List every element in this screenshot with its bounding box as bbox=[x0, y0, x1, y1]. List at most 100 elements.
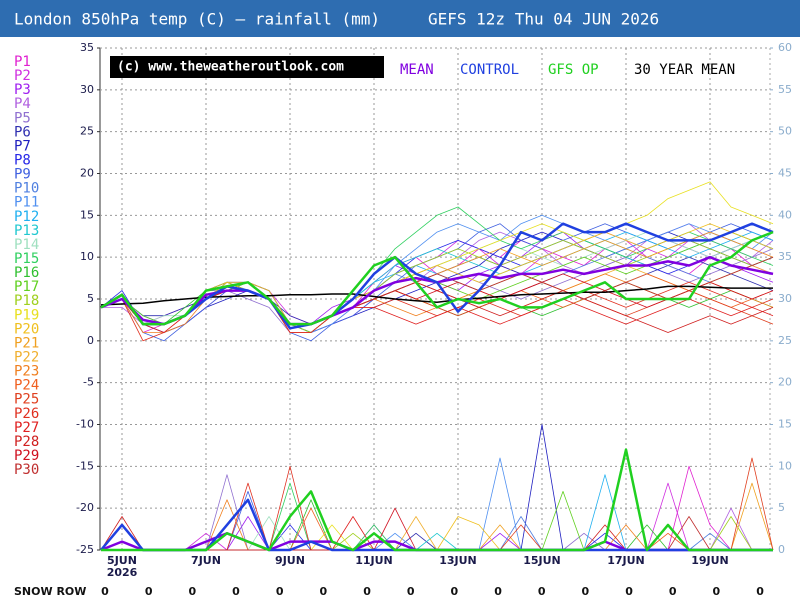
snow-row-value: 0 bbox=[625, 585, 633, 598]
y2-tick-label: 35 bbox=[778, 250, 792, 263]
y-tick-label: 30 bbox=[80, 83, 94, 96]
legend-entry: P14 bbox=[14, 237, 39, 253]
legend-entry: P9 bbox=[14, 167, 31, 183]
temperature-line bbox=[100, 285, 773, 306]
legend-entry: P5 bbox=[14, 110, 31, 126]
y2-tick-label: 5 bbox=[778, 501, 785, 514]
legend-entry: P12 bbox=[14, 209, 39, 225]
y2-tick-label: 50 bbox=[778, 125, 792, 138]
plot-area: -25 -20 -15 -10 -5 0 5 10 15 20 25 30 35 0 5 10 15 20 25 30… bbox=[76, 41, 792, 579]
legend-entry: P4 bbox=[14, 96, 31, 112]
y-tick-label: 10 bbox=[80, 250, 94, 263]
snow-row-value: 0 bbox=[669, 585, 677, 598]
legend-entry: P20 bbox=[14, 321, 39, 337]
y-tick-label: -25 bbox=[76, 543, 94, 556]
chart-subtitle: GEFS 12z Thu 04 JUN 2026 bbox=[428, 10, 659, 29]
legend-entry: P21 bbox=[14, 335, 39, 351]
legend-entry: P6 bbox=[14, 124, 31, 140]
rainfall-line bbox=[101, 448, 773, 552]
legend-entry: CONTROL bbox=[460, 62, 519, 78]
legend-entry: P2 bbox=[14, 68, 31, 84]
legend-entry: GFS OP bbox=[548, 62, 599, 78]
legend-entry: P7 bbox=[14, 138, 31, 154]
legend-entry: P19 bbox=[14, 307, 39, 323]
rainfall-line bbox=[101, 532, 773, 551]
x-tick-label: 5JUN bbox=[107, 554, 137, 567]
legend-entry: P28 bbox=[14, 434, 39, 450]
x-tick-label: 7JUN bbox=[191, 554, 221, 567]
credit-box bbox=[110, 56, 384, 78]
legend-entry: P3 bbox=[14, 82, 31, 98]
legend-entry: P29 bbox=[14, 448, 39, 464]
y-tick-label: 15 bbox=[80, 208, 94, 221]
y2-tick-label: 15 bbox=[778, 418, 792, 431]
y2-tick-label: 55 bbox=[778, 83, 792, 96]
legend-entry: MEAN bbox=[400, 62, 434, 78]
snow-row-value: 0 bbox=[276, 585, 284, 598]
legend-entry: P30 bbox=[14, 462, 39, 478]
y2-tick-label: 25 bbox=[778, 334, 792, 347]
legend-entry: P11 bbox=[14, 195, 39, 211]
legend-entry: P23 bbox=[14, 364, 39, 380]
snow-row-value: 0 bbox=[756, 585, 764, 598]
x-tick-label: 15JUN bbox=[523, 554, 561, 567]
x-tick-label: 13JUN bbox=[439, 554, 477, 567]
x-tick-label: 17JUN bbox=[607, 554, 645, 567]
snow-row-value: 0 bbox=[189, 585, 197, 598]
y-tick-label: 20 bbox=[80, 167, 94, 180]
legend-entry: P16 bbox=[14, 265, 39, 281]
rainfall-line bbox=[101, 532, 773, 551]
snow-row-value: 0 bbox=[494, 585, 502, 598]
rainfall-line bbox=[101, 482, 773, 551]
snow-row-value: 0 bbox=[145, 585, 153, 598]
y2-tick-label: 60 bbox=[778, 41, 792, 54]
title-bar bbox=[0, 0, 800, 37]
snow-row-label: SNOW ROW bbox=[14, 585, 86, 598]
snow-row-value: 0 bbox=[101, 585, 109, 598]
y-tick-label: 25 bbox=[80, 125, 94, 138]
snow-row-value: 0 bbox=[582, 585, 590, 598]
temperature-line bbox=[100, 230, 774, 326]
y-tick-label: -15 bbox=[76, 459, 94, 472]
rainfall-line bbox=[101, 482, 773, 551]
legend-entry: P13 bbox=[14, 223, 39, 239]
x-sublabel: 2026 bbox=[107, 566, 138, 579]
snow-row-value: 0 bbox=[363, 585, 371, 598]
temperature-line bbox=[100, 281, 774, 342]
x-tick-label: 11JUN bbox=[355, 554, 393, 567]
y-tick-label: -10 bbox=[76, 418, 94, 431]
temperature-line bbox=[100, 206, 774, 333]
rainfall-line bbox=[101, 482, 774, 551]
legend-entry: 30 YEAR MEAN bbox=[634, 62, 735, 78]
legend-entry: P1 bbox=[14, 54, 31, 70]
y2-tick-label: 10 bbox=[778, 459, 792, 472]
legend-entry: P10 bbox=[14, 181, 39, 197]
rainfall-line bbox=[101, 491, 773, 551]
credit: (c) www.theweatheroutlook.com bbox=[117, 60, 344, 75]
legend-entry: P8 bbox=[14, 152, 31, 168]
legend-entry: P15 bbox=[14, 251, 39, 267]
legend-entry: P18 bbox=[14, 293, 39, 309]
rainfall-line bbox=[101, 491, 773, 551]
snow-row-value: 0 bbox=[407, 585, 415, 598]
chart-title: London 850hPa temp (C) — rainfall (mm) bbox=[14, 10, 380, 29]
y-tick-label: 35 bbox=[80, 41, 94, 54]
y-tick-label: 0 bbox=[87, 334, 94, 347]
rainfall-line bbox=[100, 532, 773, 552]
y2-tick-label: 0 bbox=[778, 543, 785, 556]
snow-row-value: 0 bbox=[451, 585, 459, 598]
snow-row-value: 0 bbox=[232, 585, 240, 598]
y2-tick-label: 30 bbox=[778, 292, 792, 305]
legend-entry: P17 bbox=[14, 279, 39, 295]
snow-row-value: 0 bbox=[538, 585, 546, 598]
temperature-line bbox=[100, 222, 774, 330]
x-tick-label: 9JUN bbox=[275, 554, 305, 567]
snow-row-value: 0 bbox=[713, 585, 721, 598]
rainfall-line bbox=[101, 474, 773, 551]
rainfall-line bbox=[101, 474, 773, 551]
legend-entry: P24 bbox=[14, 378, 39, 394]
y2-tick-label: 20 bbox=[778, 376, 792, 389]
legend-entry: P25 bbox=[14, 392, 39, 408]
y2-tick-label: 45 bbox=[778, 167, 792, 180]
